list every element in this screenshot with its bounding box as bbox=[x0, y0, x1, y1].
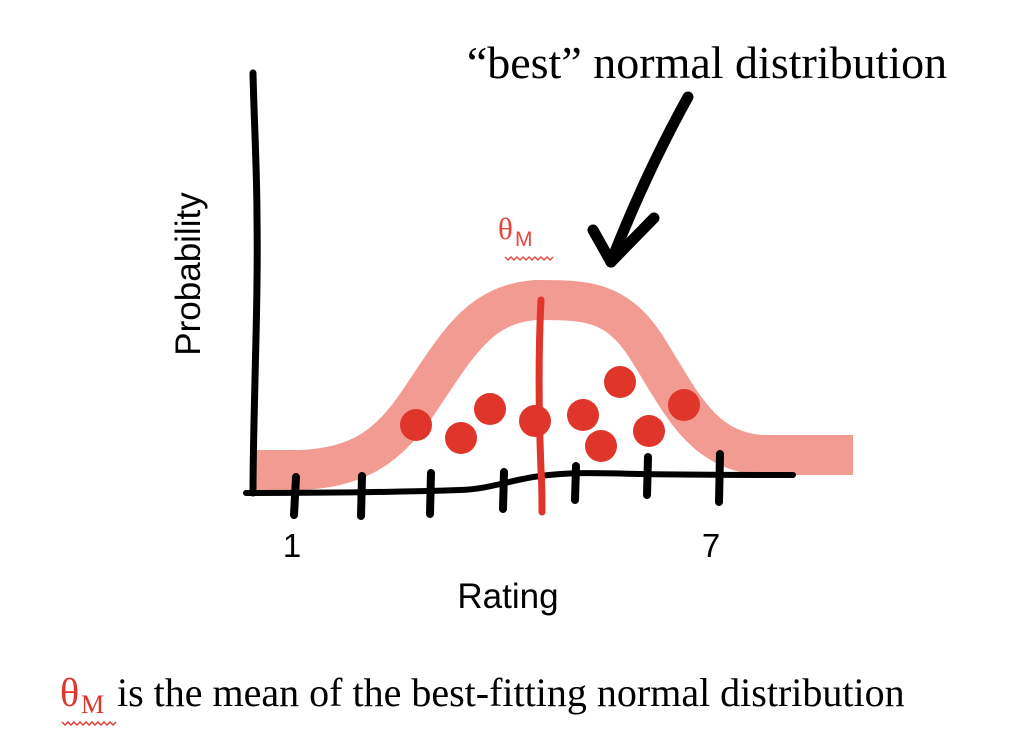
arrow-head-left bbox=[587, 224, 617, 268]
x-tick bbox=[715, 450, 724, 506]
theta-symbol: θ bbox=[498, 211, 513, 246]
theta-m-label: θ M bbox=[498, 211, 554, 261]
x-tick bbox=[357, 472, 366, 520]
x-tick bbox=[290, 473, 300, 519]
x-axis-label: Rating bbox=[457, 577, 558, 616]
caption: θ M is the mean of the best-fitting norm… bbox=[60, 670, 905, 726]
annotation-text: “best” normal distribution bbox=[467, 37, 947, 88]
theta-underline-squiggle bbox=[504, 256, 554, 261]
data-point bbox=[519, 405, 551, 437]
x-tick-label-7: 7 bbox=[702, 527, 720, 564]
data-point bbox=[567, 399, 599, 431]
data-point bbox=[604, 366, 636, 398]
data-point bbox=[585, 430, 617, 462]
y-axis-label: Probability bbox=[169, 192, 208, 356]
x-tick bbox=[571, 462, 580, 504]
x-ticks bbox=[290, 450, 724, 520]
data-point bbox=[445, 422, 477, 454]
caption-underline-squiggle bbox=[61, 721, 117, 726]
x-tick bbox=[499, 468, 508, 513]
x-tick bbox=[643, 453, 652, 499]
arrow-shaft bbox=[605, 91, 694, 268]
caption-text: is the mean of the best-fitting normal d… bbox=[117, 670, 905, 715]
theta-subscript: M bbox=[515, 228, 533, 251]
mean-line bbox=[535, 296, 546, 516]
caption-theta-symbol: θ bbox=[60, 670, 79, 715]
data-point bbox=[474, 393, 506, 425]
data-point bbox=[633, 415, 665, 447]
y-axis bbox=[249, 69, 261, 497]
data-points bbox=[400, 366, 700, 462]
x-tick-label-1: 1 bbox=[283, 527, 301, 564]
data-point bbox=[668, 389, 700, 421]
caption-theta-subscript: M bbox=[81, 690, 104, 719]
x-tick bbox=[426, 469, 435, 518]
annotation-arrow bbox=[587, 91, 694, 268]
normal-curve bbox=[250, 280, 853, 490]
arrow-head-right bbox=[605, 212, 660, 268]
data-point bbox=[400, 409, 432, 441]
